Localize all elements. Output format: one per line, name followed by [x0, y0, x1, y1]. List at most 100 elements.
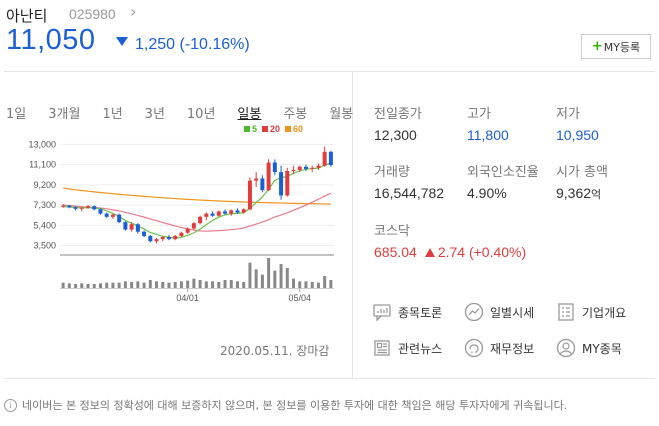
y-tick-label: 13,000: [28, 139, 56, 149]
stat-foreign-ratio: 외국인소진율 4.90%: [467, 165, 539, 201]
volume-bar: [173, 282, 177, 288]
volume-bar: [80, 283, 84, 288]
candle-body: [86, 206, 91, 208]
candle-body: [241, 209, 246, 213]
link-financials[interactable]: 재무정보: [464, 338, 534, 358]
tab-10y[interactable]: 10년: [186, 107, 216, 122]
piggy-bank-icon: [464, 338, 484, 358]
chevron-right-icon[interactable]: ›: [130, 2, 137, 21]
candle-body: [135, 224, 140, 232]
link-daily-price[interactable]: 일별시세: [464, 302, 534, 322]
link-discussion[interactable]: 종목토론: [372, 302, 442, 322]
volume-bar: [316, 282, 320, 288]
x-tick-label: 04/01: [176, 293, 199, 303]
price-change: 1,250 (-10.16%): [135, 36, 250, 53]
info-icon: i: [4, 398, 17, 412]
legend-ma20: 20: [262, 124, 280, 134]
kosdaq-value: 685.04: [374, 244, 417, 260]
my-register-button[interactable]: + MY등록: [581, 34, 651, 59]
candle-body: [123, 222, 128, 230]
volume-bar: [67, 283, 71, 288]
volume-bar: [130, 282, 134, 288]
market-close-date: 2020.05.11. 장마감: [220, 344, 330, 358]
tab-daily[interactable]: 일봉: [237, 107, 262, 122]
volume-bar: [248, 262, 252, 288]
y-tick-label: 11,100: [29, 160, 56, 170]
volume-bar: [123, 281, 127, 288]
y-tick-label: 7,300: [33, 200, 56, 210]
volume-bar: [292, 278, 296, 288]
tab-1y[interactable]: 1년: [102, 107, 123, 122]
candle-body: [260, 178, 265, 191]
volume-bar: [155, 281, 159, 288]
chat-bubble-icon: [373, 304, 391, 322]
link-company-overview[interactable]: 기업개요: [556, 302, 626, 322]
stock-code: 025980: [69, 6, 116, 22]
volume-bar: [329, 280, 333, 288]
candle-body: [67, 205, 72, 208]
volume-bar: [217, 282, 221, 288]
y-tick-label: 5,400: [33, 220, 56, 230]
y-tick-label: 3,500: [33, 241, 56, 251]
candle-body: [185, 228, 190, 233]
down-arrow-icon: [116, 37, 128, 46]
candle-body: [235, 210, 240, 213]
current-price: 11,050: [6, 24, 96, 56]
candle-body: [92, 206, 97, 210]
candle-body: [279, 172, 284, 196]
chart-legend: 5 20 60: [244, 124, 303, 134]
candle-body: [291, 169, 296, 172]
volume-bar: [242, 282, 246, 288]
volume-bar: [285, 268, 289, 288]
stock-chart[interactable]: 13,000 11,100 9,200 7,300 5,400 3,500 04/01 05/…: [0, 128, 350, 308]
tab-monthly[interactable]: 월봉: [329, 107, 354, 122]
volume-bar: [267, 258, 271, 288]
candle-body: [322, 151, 327, 166]
volume-bar: [74, 284, 78, 288]
x-tick-label: 05/04: [288, 293, 311, 303]
link-my-stocks[interactable]: MY종목: [556, 338, 622, 358]
volume-bar: [254, 269, 258, 288]
candle-body: [173, 235, 178, 240]
candle-body: [79, 207, 84, 209]
tab-3y[interactable]: 3년: [144, 107, 165, 122]
candle-body: [104, 213, 109, 217]
kosdaq-change: 2.74 (+0.40%): [437, 244, 527, 260]
my-register-label: MY등록: [603, 40, 641, 54]
tab-weekly[interactable]: 주봉: [283, 107, 308, 122]
candle-body: [198, 216, 203, 224]
candle-body: [154, 239, 159, 242]
plus-icon: +: [591, 39, 603, 54]
volume-bar: [211, 281, 215, 288]
stat-low: 저가 10,950: [556, 107, 599, 143]
link-news[interactable]: 관련뉴스: [372, 338, 442, 358]
candle-body: [223, 211, 228, 214]
legend-ma5: 5: [244, 124, 257, 134]
volume-bar: [298, 281, 302, 288]
ma60-line: [63, 187, 331, 205]
volume-bar: [92, 284, 96, 288]
volume-bar: [148, 280, 152, 288]
volume-bar: [304, 281, 308, 288]
user-icon: [556, 338, 576, 358]
stock-header: 아난티 025980 › 11,050 1,250 (-10.16%) + MY…: [0, 0, 659, 68]
stat-kosdaq: 코스닥 685.04 2.74 (+0.40%): [374, 224, 527, 260]
volume-bar: [105, 282, 109, 288]
disclaimer: i 네이버는 본 정보의 정확성에 대해 보증하지 않으며, 본 정보를 이용한…: [4, 397, 567, 413]
candle-body: [229, 210, 234, 214]
volume-bar: [86, 284, 90, 288]
candle-body: [148, 235, 153, 242]
candle-body: [210, 213, 215, 216]
tab-1d[interactable]: 1일: [6, 107, 27, 122]
candle-body: [266, 162, 271, 191]
volume-bar: [204, 281, 208, 288]
candle-body: [191, 223, 196, 229]
candle-body: [328, 151, 333, 166]
document-list-icon: [558, 303, 574, 321]
candle-body: [166, 237, 171, 240]
up-arrow-icon: [424, 248, 435, 257]
candle-body: [247, 180, 252, 210]
candle-body: [61, 205, 66, 207]
volume-bar: [117, 282, 121, 288]
tab-3m[interactable]: 3개월: [48, 107, 81, 122]
